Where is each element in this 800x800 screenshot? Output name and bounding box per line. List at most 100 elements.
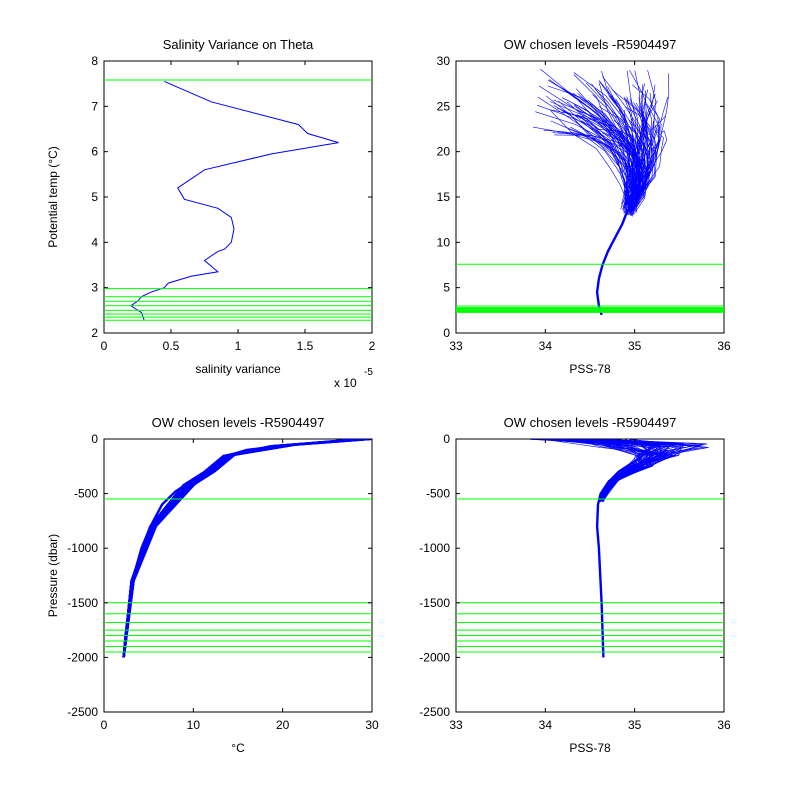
x-axis-label: PSS-78 bbox=[569, 741, 611, 755]
y-tick-label: 3 bbox=[91, 281, 98, 295]
x-tick-label: 33 bbox=[449, 718, 463, 732]
y-axis-label: Pressure (dbar) bbox=[46, 534, 60, 617]
profile-cast-line bbox=[562, 97, 630, 209]
profile-cast-line bbox=[553, 104, 631, 210]
x-axis-label: PSS-78 bbox=[569, 362, 611, 376]
chart-title: OW chosen levels -R5904497 bbox=[504, 37, 677, 52]
profile-cast-line bbox=[632, 131, 664, 214]
x-tick-label: 0 bbox=[101, 718, 108, 732]
profile-cast-line bbox=[626, 96, 640, 202]
profile-cast-line bbox=[567, 127, 631, 216]
series-line bbox=[122, 439, 364, 658]
profile-cast-line bbox=[602, 439, 668, 501]
profile-cast-line bbox=[562, 111, 628, 212]
x-tick-label: 36 bbox=[717, 339, 731, 353]
data-layer bbox=[104, 439, 372, 658]
x-tick-label: 34 bbox=[539, 718, 553, 732]
y-tick-label: -500 bbox=[426, 487, 450, 501]
x-tick-label: 2 bbox=[369, 339, 376, 353]
profile-cast-line bbox=[634, 70, 646, 208]
y-tick-label: 5 bbox=[91, 190, 98, 204]
y-tick-label: 4 bbox=[91, 235, 98, 249]
x-tick-label: 30 bbox=[365, 718, 379, 732]
y-tick-label: 0 bbox=[443, 432, 450, 446]
x-tick-label: 1.5 bbox=[297, 339, 314, 353]
profile-cast-line bbox=[123, 439, 365, 658]
x-tick-label: 1 bbox=[235, 339, 242, 353]
plot-area bbox=[103, 438, 373, 713]
y-tick-label: -2000 bbox=[419, 650, 450, 664]
y-tick-label: -500 bbox=[74, 487, 98, 501]
x-tick-label: 0.5 bbox=[163, 339, 180, 353]
y-tick-label: -2000 bbox=[67, 650, 98, 664]
y-tick-label: -2500 bbox=[419, 705, 450, 719]
x-tick-label: 33 bbox=[449, 339, 463, 353]
y-tick-label: 6 bbox=[91, 145, 98, 159]
x-axis-label: °C bbox=[231, 741, 245, 755]
profile-cast-line bbox=[628, 84, 660, 203]
profile-cast-line bbox=[624, 110, 651, 209]
x-axis-multiplier-exponent: -5 bbox=[364, 367, 373, 378]
plot-area bbox=[455, 438, 725, 713]
profile-cast-line bbox=[547, 85, 632, 202]
series-line bbox=[595, 453, 645, 658]
panel-pressure-salinity: 33 34 35 36 -2500 -2000 -1500 -1000 -500 0 OW chos… bbox=[419, 415, 731, 755]
x-tick-label: 10 bbox=[187, 718, 201, 732]
profile-cast-line bbox=[631, 84, 644, 214]
profile-cast-line bbox=[591, 83, 642, 205]
y-tick-label: 5 bbox=[443, 281, 450, 295]
profile-cast-line bbox=[570, 126, 649, 208]
profile-cast-line bbox=[575, 88, 638, 206]
profile-cast-line bbox=[612, 89, 651, 211]
y-tick-label: -1000 bbox=[419, 541, 450, 555]
data-layer bbox=[456, 68, 724, 316]
profile-cast-line bbox=[532, 126, 628, 205]
y-tick-label: 30 bbox=[437, 54, 451, 68]
y-tick-label: -1000 bbox=[67, 541, 98, 555]
x-axis-label: salinity variance bbox=[195, 362, 281, 376]
y-tick-label: 0 bbox=[443, 326, 450, 340]
chart-title: OW chosen levels -R5904497 bbox=[504, 415, 677, 430]
y-axis-label: Potential temp (°C) bbox=[46, 146, 60, 248]
y-tick-label: 7 bbox=[91, 99, 98, 113]
data-layer bbox=[104, 79, 372, 321]
profile-cast-line bbox=[537, 96, 641, 206]
x-tick-label: 34 bbox=[539, 339, 553, 353]
profile-cast-line bbox=[594, 88, 630, 211]
y-tick-label: 2 bbox=[91, 326, 98, 340]
profile-cast-line bbox=[602, 76, 651, 210]
panel-theta-salinity: 33 34 35 36 0 5 10 15 20 25 30 OW chosen levels -R5… bbox=[437, 37, 731, 376]
series-line bbox=[129, 80, 339, 321]
panel-pressure-temperature: 0 10 20 30 -2500 -2000 -1500 -1000 -500 0 OW chose… bbox=[46, 415, 379, 755]
profile-cast-line bbox=[576, 439, 652, 497]
y-tick-label: 0 bbox=[91, 432, 98, 446]
x-tick-label: 35 bbox=[628, 339, 642, 353]
x-tick-label: 20 bbox=[276, 718, 290, 732]
y-tick-label: 8 bbox=[91, 54, 98, 68]
chart-title: Salinity Variance on Theta bbox=[163, 37, 314, 52]
profile-cast-line bbox=[576, 114, 635, 209]
y-tick-label: -2500 bbox=[67, 705, 98, 719]
profile-cast-line bbox=[629, 124, 638, 211]
profile-cast-line bbox=[536, 104, 626, 207]
x-tick-label: 36 bbox=[717, 718, 731, 732]
profile-cast-line bbox=[550, 110, 632, 213]
profile-cast-line bbox=[628, 84, 656, 208]
x-axis-multiplier: x 10 bbox=[334, 376, 357, 390]
chart-title: OW chosen levels -R5904497 bbox=[152, 415, 325, 430]
x-tick-label: 0 bbox=[101, 339, 108, 353]
profile-cast-line bbox=[629, 111, 649, 207]
y-tick-label: -1500 bbox=[67, 596, 98, 610]
profile-cast-line bbox=[601, 439, 679, 500]
y-tick-label: 25 bbox=[437, 99, 451, 113]
plot-area bbox=[455, 60, 725, 334]
y-tick-label: 10 bbox=[437, 235, 451, 249]
y-tick-label: 20 bbox=[437, 145, 451, 159]
panel-salinity-variance: 0 0.5 1 1.5 2 2 3 4 5 6 7 8 Salinity Variance on The… bbox=[46, 37, 376, 390]
profile-cast-line bbox=[552, 439, 657, 502]
data-layer bbox=[456, 439, 724, 658]
plot-area bbox=[103, 60, 373, 334]
y-tick-label: -1500 bbox=[419, 596, 450, 610]
series-line bbox=[595, 210, 629, 316]
